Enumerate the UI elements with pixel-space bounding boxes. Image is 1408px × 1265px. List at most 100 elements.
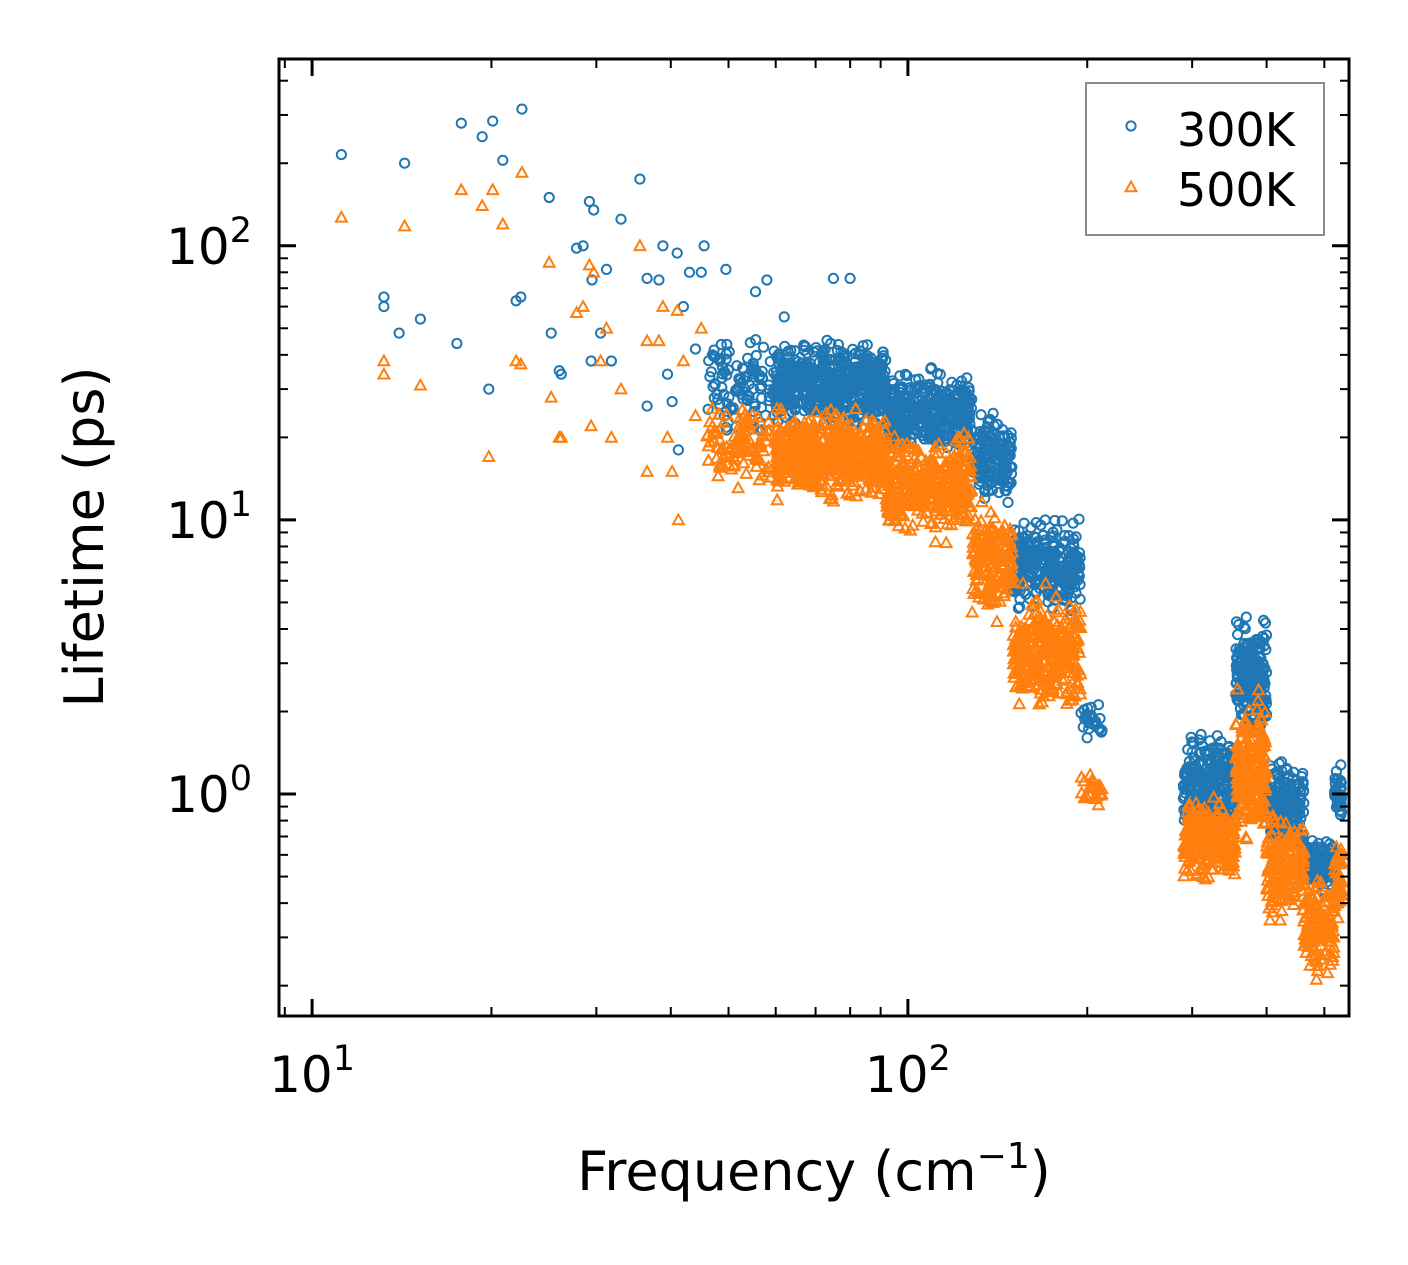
data-point-300k — [798, 387, 810, 399]
data-point-500k — [1038, 575, 1053, 589]
data-point-500k — [824, 491, 839, 505]
data-point-300k — [805, 378, 817, 390]
data-point-300k — [1185, 781, 1197, 793]
data-point-300k — [721, 369, 733, 381]
data-point-300k — [803, 403, 815, 415]
data-point-300k — [756, 372, 768, 384]
data-point-300k — [814, 370, 826, 382]
data-point-500k — [703, 434, 718, 448]
data-point-500k — [769, 442, 784, 455]
data-point-500k — [777, 473, 792, 487]
data-point-300k — [1273, 757, 1285, 770]
data-point-500k — [932, 489, 947, 502]
data-point-300k — [1259, 617, 1272, 629]
data-point-300k — [783, 351, 795, 363]
data-point-300k — [1238, 621, 1250, 633]
data-point-500k — [604, 429, 619, 443]
data-point-500k — [800, 463, 815, 477]
data-point-300k — [1290, 811, 1302, 823]
data-point-300k — [910, 403, 922, 416]
data-point-500k — [1210, 815, 1226, 829]
data-point-500k — [1210, 838, 1225, 851]
data-point-500k — [972, 546, 988, 560]
data-point-500k — [880, 451, 895, 464]
data-point-500k — [879, 498, 895, 512]
data-point-500k — [970, 566, 985, 579]
data-point-500k — [1257, 767, 1272, 781]
data-point-500k — [1023, 613, 1038, 626]
data-point-300k — [833, 392, 845, 404]
data-point-300k — [888, 392, 900, 404]
data-point-300k — [858, 361, 870, 373]
data-point-300k — [605, 355, 618, 367]
data-point-300k — [798, 361, 810, 373]
data-point-300k — [1274, 785, 1286, 797]
data-point-500k — [751, 436, 766, 450]
data-point-300k — [878, 370, 890, 382]
data-point-300k — [1004, 461, 1017, 473]
data-point-300k — [1335, 777, 1347, 789]
data-point-300k — [975, 409, 987, 421]
data-point-500k — [892, 466, 907, 480]
data-point-500k — [736, 455, 751, 469]
data-point-300k — [1081, 732, 1093, 744]
data-point-500k — [1301, 928, 1316, 942]
data-point-500k — [1202, 825, 1217, 839]
data-point-300k — [476, 131, 488, 143]
data-point-300k — [583, 195, 596, 208]
data-point-300k — [1188, 769, 1201, 782]
data-point-500k — [1273, 912, 1288, 926]
data-point-500k — [863, 430, 879, 444]
data-point-500k — [832, 473, 847, 487]
data-point-500k — [1295, 821, 1311, 835]
data-point-500k — [1006, 651, 1022, 665]
data-point-300k — [875, 359, 887, 371]
data-point-500k — [803, 425, 818, 439]
data-point-500k — [1180, 863, 1195, 876]
data-point-300k — [982, 416, 994, 428]
data-point-500k — [1331, 881, 1346, 895]
data-point-500k — [655, 299, 671, 312]
data-point-500k — [734, 443, 750, 456]
data-point-500k — [856, 419, 871, 433]
data-point-500k — [1032, 644, 1047, 658]
data-point-500k — [899, 448, 914, 462]
data-point-500k — [898, 483, 913, 497]
data-point-500k — [755, 467, 770, 481]
data-point-500k — [1030, 621, 1046, 635]
data-point-500k — [967, 511, 983, 525]
data-point-500k — [1189, 866, 1205, 879]
data-point-500k — [1283, 846, 1298, 859]
data-point-500k — [1248, 750, 1263, 763]
data-point-300k — [956, 416, 968, 428]
series-500k — [334, 165, 1349, 985]
data-point-500k — [1255, 800, 1270, 814]
data-point-500k — [795, 441, 810, 455]
data-point-300k — [771, 388, 783, 400]
data-point-300k — [657, 240, 669, 252]
data-point-500k — [1079, 788, 1094, 802]
data-point-300k — [942, 393, 955, 405]
data-point-500k — [736, 442, 752, 455]
data-point-500k — [413, 377, 428, 391]
data-point-300k — [901, 370, 913, 382]
data-point-300k — [1286, 793, 1298, 805]
data-point-500k — [865, 479, 880, 493]
data-point-300k — [1297, 767, 1309, 780]
data-point-500k — [914, 449, 929, 463]
data-point-500k — [1309, 971, 1324, 985]
data-point-300k — [844, 387, 856, 399]
data-point-500k — [738, 406, 753, 419]
data-point-300k — [705, 366, 717, 378]
data-point-500k — [877, 413, 893, 427]
data-point-300k — [832, 339, 845, 351]
data-point-300k — [1002, 496, 1014, 508]
data-point-500k — [983, 568, 998, 582]
data-point-300k — [641, 400, 653, 412]
data-point-500k — [1041, 688, 1057, 702]
data-point-300k — [821, 334, 833, 346]
data-point-300k — [414, 313, 426, 325]
data-point-300k — [1040, 541, 1052, 554]
data-point-300k — [792, 390, 804, 402]
data-point-500k — [1334, 874, 1349, 888]
